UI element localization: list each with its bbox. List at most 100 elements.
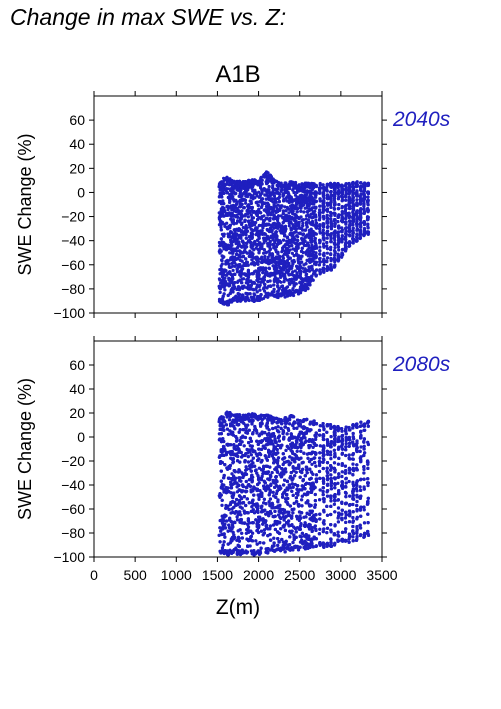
data-point: [336, 245, 340, 249]
data-point: [260, 244, 264, 248]
data-point: [362, 207, 366, 211]
data-point: [298, 285, 303, 289]
data-point: [290, 234, 294, 238]
data-point: [308, 280, 312, 284]
data-point: [257, 236, 261, 240]
data-point: [336, 197, 340, 201]
data-point: [325, 247, 330, 251]
data-point: [281, 216, 285, 220]
data-point: [261, 271, 265, 275]
data-point: [254, 212, 258, 216]
data-point: [295, 242, 299, 246]
data-point: [329, 232, 333, 236]
data-point: [300, 249, 304, 253]
data-point: [282, 268, 286, 272]
data-point: [344, 220, 348, 224]
data-point: [225, 273, 229, 277]
data-point: [318, 223, 322, 227]
data-point: [245, 260, 249, 264]
data-point: [325, 209, 330, 213]
data-point: [332, 195, 337, 199]
data-point: [322, 191, 326, 196]
data-point: [263, 257, 267, 261]
data-point: [288, 256, 292, 260]
data-point: [322, 244, 326, 248]
data-point: [249, 283, 253, 287]
data-point: [231, 184, 235, 188]
data-point: [329, 201, 333, 205]
data-point: [237, 194, 241, 198]
data-point: [306, 287, 310, 291]
data-point: [247, 235, 251, 239]
data-point: [232, 283, 236, 287]
data-point: [231, 221, 235, 225]
data-point: [322, 263, 326, 267]
data-point: [272, 279, 276, 283]
data-point: [297, 267, 301, 271]
data-point: [272, 283, 276, 287]
data-point: [291, 188, 295, 192]
data-point: [255, 290, 259, 294]
data-point: [251, 194, 255, 198]
data-point: [251, 216, 255, 220]
data-point: [351, 185, 355, 189]
data-point: [227, 262, 231, 266]
data-point: [314, 195, 318, 199]
data-point: [329, 197, 333, 201]
data-point: [266, 295, 270, 299]
data-point: [223, 222, 227, 226]
data-point: [293, 269, 297, 273]
data-point: [347, 192, 351, 196]
data-point: [318, 249, 322, 253]
data-point: [284, 265, 288, 269]
data-point: [289, 209, 293, 213]
data-point: [229, 265, 233, 269]
data-point: [260, 189, 264, 193]
data-point: [257, 207, 261, 211]
data-point: [252, 248, 256, 252]
data-point: [290, 251, 294, 255]
data-point: [295, 252, 299, 256]
data-point: [284, 288, 288, 292]
data-point: [325, 256, 330, 260]
data-point: [248, 211, 252, 215]
data-point: [366, 230, 371, 234]
data-point: [226, 227, 230, 231]
data-point: [294, 249, 298, 253]
data-point: [329, 184, 333, 188]
data-point: [355, 219, 359, 223]
data-point: [259, 277, 264, 281]
data-point: [239, 269, 243, 273]
data-point: [329, 217, 333, 221]
data-point: [223, 276, 227, 280]
data-point: [296, 292, 301, 296]
data-point: [222, 292, 226, 296]
data-point: [274, 187, 278, 191]
data-point: [247, 254, 251, 258]
data-point: [325, 219, 329, 223]
data-point: [282, 262, 286, 266]
data-point: [234, 198, 238, 202]
data-point: [223, 288, 227, 292]
data-point: [329, 236, 333, 240]
data-point: [362, 227, 367, 231]
data-point: [301, 224, 305, 228]
data-point: [288, 289, 292, 293]
data-point: [219, 225, 223, 229]
data-point: [355, 232, 359, 236]
data-point: [237, 184, 241, 188]
data-point: [351, 219, 355, 223]
data-point: [322, 236, 326, 240]
data-point: [226, 282, 230, 286]
data-point: [256, 261, 260, 265]
data-point: [318, 256, 322, 260]
data-point: [359, 181, 363, 185]
data-point: [271, 256, 276, 260]
data-point: [304, 193, 308, 197]
data-point: [347, 204, 352, 208]
data-point: [354, 203, 359, 207]
data-point: [325, 188, 329, 192]
data-point: [287, 211, 291, 215]
data-point: [270, 225, 274, 229]
data-point: [276, 284, 280, 288]
